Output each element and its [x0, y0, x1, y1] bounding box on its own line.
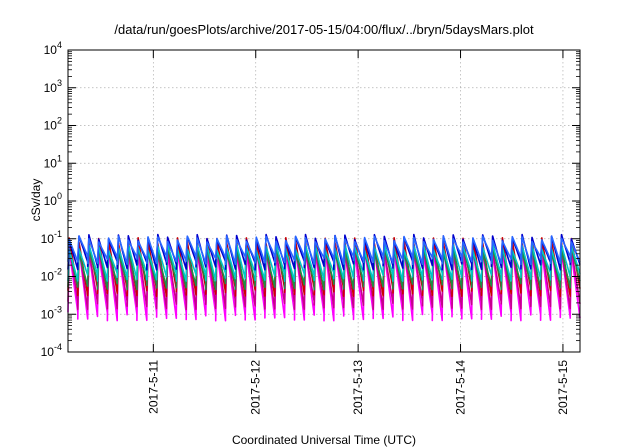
x-tick-label: 2017-5-13 — [351, 360, 365, 415]
y-tick-label: 10-2 — [41, 267, 62, 284]
series-line — [67, 235, 581, 266]
y-tick-exponent: 2 — [57, 116, 62, 126]
y-tick-label: 10-3 — [41, 304, 62, 321]
y-tick-label: 101 — [44, 153, 62, 170]
y-tick-exponent: -4 — [54, 342, 62, 352]
y-tick-label: 103 — [44, 78, 62, 95]
y-tick-exponent: 3 — [57, 78, 62, 88]
y-tick-exponent: -2 — [54, 267, 62, 277]
x-tick-label: 2017-5-14 — [454, 360, 468, 415]
ticks: 10-410-310-210-11001011021031042017-5-11… — [41, 40, 580, 415]
y-tick-exponent: 0 — [57, 191, 62, 201]
series-line — [67, 233, 581, 271]
y-tick-exponent: -3 — [54, 304, 62, 314]
y-tick-label: 100 — [44, 191, 62, 208]
y-tick-exponent: 1 — [57, 153, 62, 163]
series-group — [67, 233, 581, 322]
y-tick-label: 10-4 — [41, 342, 62, 359]
y-axis-label: cSv/day — [29, 179, 43, 222]
x-tick-label: 2017-5-11 — [146, 360, 160, 414]
y-tick-label: 102 — [44, 116, 62, 133]
y-tick-label: 104 — [44, 40, 62, 57]
y-tick-exponent: -1 — [54, 229, 62, 239]
x-tick-label: 2017-5-15 — [556, 360, 570, 415]
series-line — [67, 243, 581, 282]
y-tick-exponent: 4 — [57, 40, 62, 50]
chart-title: /data/run/goesPlots/archive/2017-05-15/0… — [114, 22, 534, 37]
x-axis-label: Coordinated Universal Time (UTC) — [232, 433, 416, 447]
series-line — [67, 246, 581, 291]
x-tick-label: 2017-5-12 — [249, 360, 263, 415]
y-tick-label: 10-1 — [41, 229, 62, 246]
